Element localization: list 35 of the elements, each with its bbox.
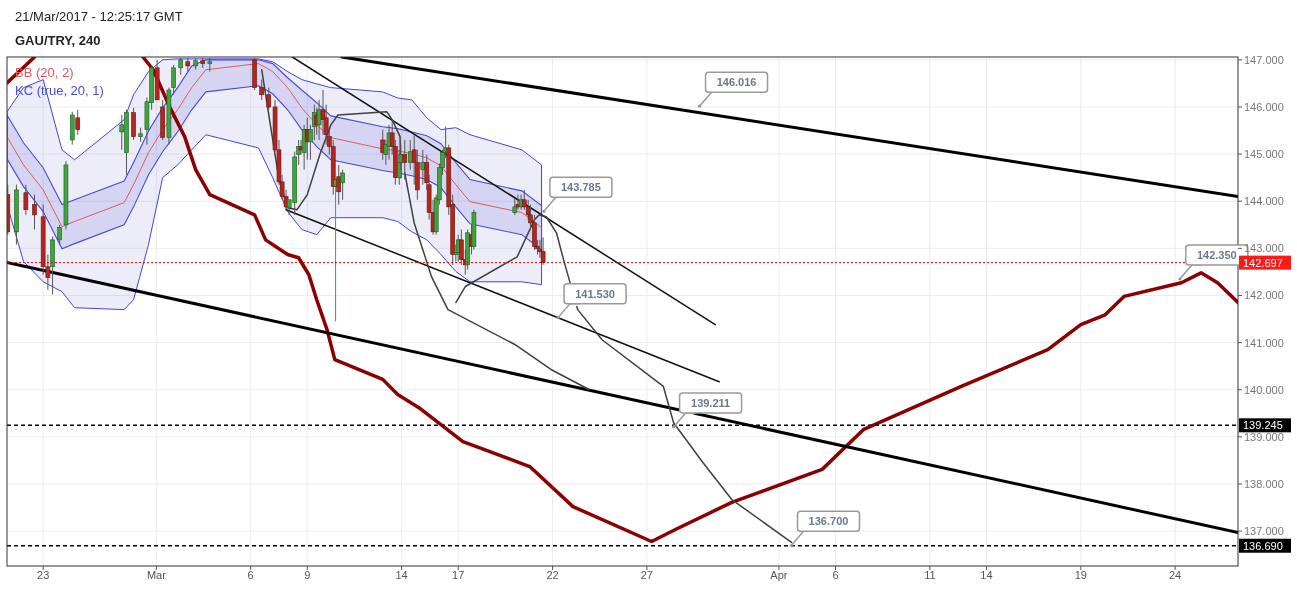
x-tick-label: 22: [546, 569, 559, 581]
y-tick-label: 137.000: [1244, 525, 1284, 538]
x-tick-label: 11: [924, 569, 936, 581]
annotation: 141.530: [575, 287, 615, 300]
annotation: 142.350: [1196, 248, 1237, 261]
x-tick-label: 19: [1074, 569, 1087, 581]
x-tick-label: Apr: [770, 569, 788, 581]
x-tick-label: 27: [640, 569, 653, 581]
annotation: 139.211: [691, 396, 731, 409]
y-tick-label: 138.000: [1244, 477, 1284, 490]
x-tick-label: 17: [452, 569, 465, 581]
x-tick-label: 6: [247, 569, 254, 581]
y-tick-label: 142.000: [1244, 289, 1284, 302]
x-tick-label: 6: [832, 569, 839, 581]
chart-subtitle: 21/Mar/2017 - 12:25:17 GMT: [15, 9, 183, 24]
x-tick-label: 24: [1168, 569, 1182, 581]
ref-line-label: 136.690: [1243, 539, 1283, 552]
annotation: 136.700: [808, 515, 849, 528]
x-tick-label: 23: [37, 569, 50, 581]
x-tick-label: 14: [395, 569, 408, 581]
x-tick-label: 14: [980, 569, 993, 581]
y-tick-label: 139.000: [1244, 430, 1284, 443]
y-tick-label: 144.000: [1244, 195, 1284, 208]
y-tick-label: 146.000: [1244, 100, 1284, 113]
ref-line-label: 139.245: [1243, 419, 1283, 432]
y-tick-label: 140.000: [1244, 383, 1284, 396]
y-tick-label: 145.000: [1244, 148, 1284, 161]
annotation: 143.785: [561, 181, 601, 194]
y-tick-label: 141.000: [1244, 336, 1284, 349]
ref-line-label: 142.697: [1243, 256, 1283, 269]
chart-title: GAU/TRY, 240: [15, 33, 101, 48]
y-tick-label: 147.000: [1244, 53, 1284, 66]
x-tick-label: Mar: [146, 569, 167, 581]
x-tick-label: 9: [304, 569, 311, 581]
annotation: 146.016: [716, 76, 757, 89]
